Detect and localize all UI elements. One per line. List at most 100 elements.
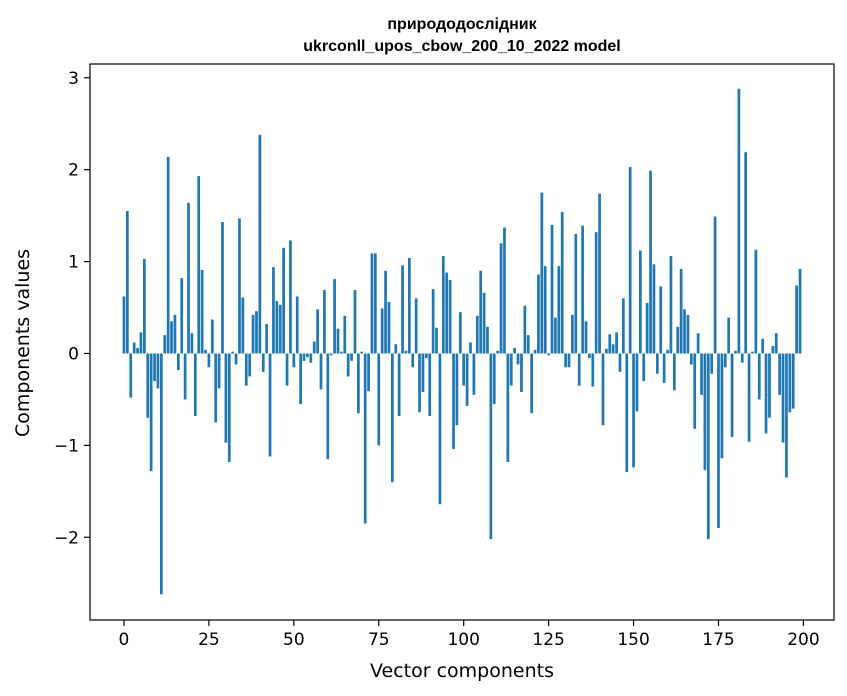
bar-199 <box>798 268 802 354</box>
bar-86 <box>414 298 418 354</box>
bar-101 <box>465 353 469 406</box>
x-tick-label: 0 <box>119 630 130 650</box>
bar-157 <box>655 353 659 374</box>
bar-121 <box>533 349 537 354</box>
bar-59 <box>323 290 326 354</box>
bar-88 <box>421 353 425 393</box>
bar-54 <box>306 353 309 358</box>
bar-141 <box>601 353 605 426</box>
bar-183 <box>744 152 748 354</box>
bar-149 <box>628 166 632 354</box>
bar-184 <box>747 353 751 442</box>
bar-169 <box>696 333 700 354</box>
bar-177 <box>723 353 727 368</box>
bar-136 <box>584 321 588 354</box>
bar-194 <box>781 353 785 443</box>
bar-156 <box>652 264 656 354</box>
bar-60 <box>326 353 330 460</box>
bar-23 <box>200 269 204 354</box>
bar-16 <box>176 353 180 371</box>
bar-40 <box>258 134 262 354</box>
bar-128 <box>557 266 561 354</box>
bar-25 <box>207 353 211 368</box>
bar-131 <box>567 353 571 368</box>
bar-95 <box>445 272 449 354</box>
bar-108 <box>489 353 493 540</box>
bar-147 <box>622 298 625 354</box>
bar-118 <box>523 305 527 354</box>
bar-47 <box>282 247 286 354</box>
bar-167 <box>689 353 693 365</box>
bar-41 <box>261 353 265 372</box>
chart-title-line1: природодослідник <box>387 16 537 33</box>
bar-151 <box>635 353 639 412</box>
bar-133 <box>574 234 578 354</box>
bar-9 <box>153 353 156 382</box>
bar-113 <box>506 353 510 462</box>
bar-71 <box>363 353 367 524</box>
bar-28 <box>217 353 221 389</box>
bar-76 <box>380 308 384 354</box>
bar-119 <box>526 335 530 354</box>
bar-150 <box>632 353 635 468</box>
bar-173 <box>710 353 714 374</box>
bar-0 <box>122 296 126 354</box>
bar-58 <box>319 353 323 390</box>
bar-90 <box>428 353 432 416</box>
bar-33 <box>234 353 238 365</box>
bar-163 <box>676 326 680 354</box>
bar-99 <box>458 312 462 354</box>
bar-55 <box>309 353 313 363</box>
bar-188 <box>761 338 765 354</box>
bar-61 <box>329 353 333 356</box>
bar-31 <box>227 353 231 462</box>
bar-134 <box>577 353 581 386</box>
bar-1 <box>126 211 129 354</box>
bar-7 <box>146 353 150 418</box>
bar-143 <box>608 334 612 354</box>
bar-3 <box>132 342 136 354</box>
bar-162 <box>672 353 676 391</box>
bar-109 <box>492 353 496 405</box>
bar-93 <box>438 353 442 505</box>
bar-155 <box>649 170 652 354</box>
y-axis-label: Components values <box>12 249 34 437</box>
bar-5 <box>139 332 143 354</box>
bar-124 <box>543 266 547 354</box>
bar-190 <box>768 353 771 418</box>
bar-2 <box>129 353 133 398</box>
bar-65 <box>343 315 347 354</box>
x-tick-label: 75 <box>368 630 390 650</box>
x-tick-label: 100 <box>447 630 479 650</box>
bar-102 <box>469 342 472 354</box>
bar-83 <box>404 350 408 354</box>
x-tick-label: 25 <box>198 630 220 650</box>
bar-82 <box>401 265 404 354</box>
y-tick-label: −1 <box>54 436 79 456</box>
x-tick-label: 175 <box>702 630 734 650</box>
bar-22 <box>197 176 201 354</box>
bar-129 <box>560 211 564 354</box>
bar-179 <box>730 353 734 438</box>
bar-64 <box>340 351 343 354</box>
bar-172 <box>706 353 710 540</box>
bar-196 <box>788 353 792 413</box>
bar-70 <box>360 351 364 354</box>
bar-186 <box>754 249 758 354</box>
bar-100 <box>462 353 466 386</box>
bar-180 <box>734 350 737 354</box>
bars-group <box>122 88 802 595</box>
bar-97 <box>452 353 455 450</box>
bar-165 <box>683 309 686 354</box>
bar-127 <box>554 317 557 354</box>
bar-114 <box>509 353 513 386</box>
bar-53 <box>302 353 306 361</box>
bar-161 <box>669 256 673 354</box>
bar-38 <box>251 314 255 354</box>
bar-117 <box>520 353 523 393</box>
bar-46 <box>278 304 282 354</box>
bar-67 <box>350 353 353 361</box>
bar-74 <box>374 253 377 354</box>
bar-20 <box>190 333 194 354</box>
